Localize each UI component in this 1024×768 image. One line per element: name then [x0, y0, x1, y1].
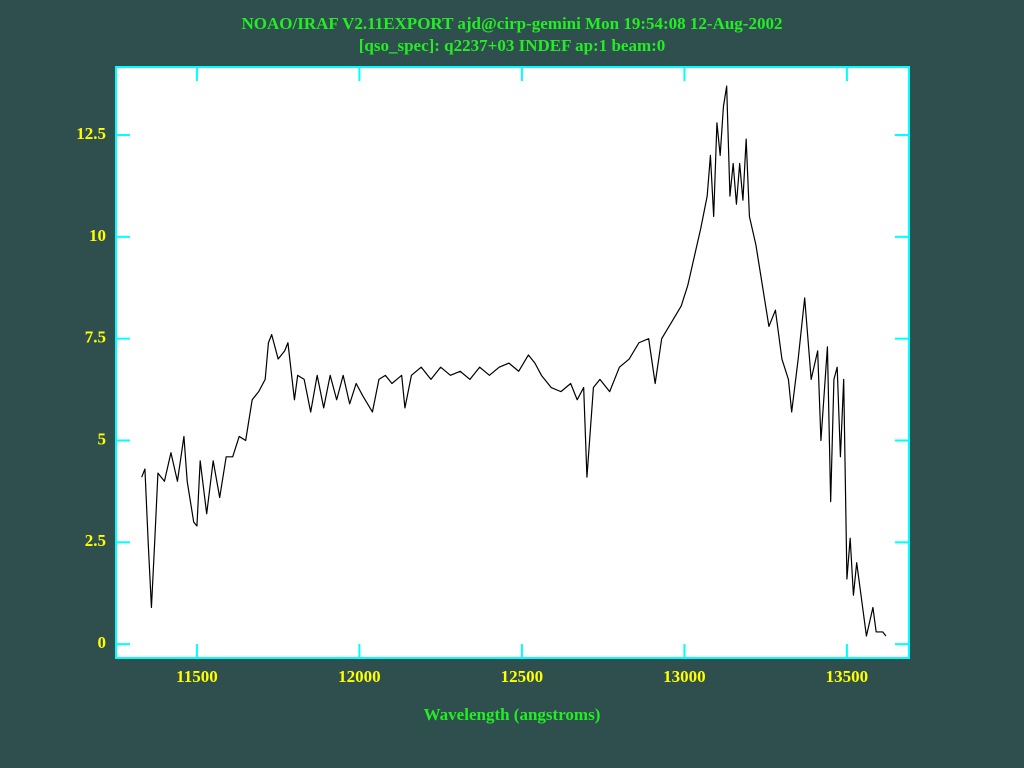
x-axis-label: Wavelength (angstroms): [424, 705, 601, 724]
y-tick-label: 2.5: [85, 531, 106, 550]
chart-title: NOAO/IRAF V2.11EXPORT ajd@cirp-gemini Mo…: [242, 14, 783, 33]
y-tick-label: 5: [98, 429, 107, 448]
y-tick-label: 7.5: [85, 328, 106, 347]
x-tick-label: 13500: [826, 667, 869, 686]
plot-frame: [115, 66, 910, 659]
y-tick-label: 10: [89, 226, 106, 245]
x-tick-label: 12000: [338, 667, 381, 686]
x-tick-label: 12500: [501, 667, 544, 686]
x-tick-label: 13000: [663, 667, 706, 686]
spectrum-line: [141, 85, 887, 637]
x-tick-label: 11500: [176, 667, 218, 686]
y-tick-label: 0: [98, 633, 107, 652]
chart-subtitle: [qso_spec]: q2237+03 INDEF ap:1 beam:0: [359, 36, 666, 55]
y-tick-label: 12.5: [76, 124, 106, 143]
